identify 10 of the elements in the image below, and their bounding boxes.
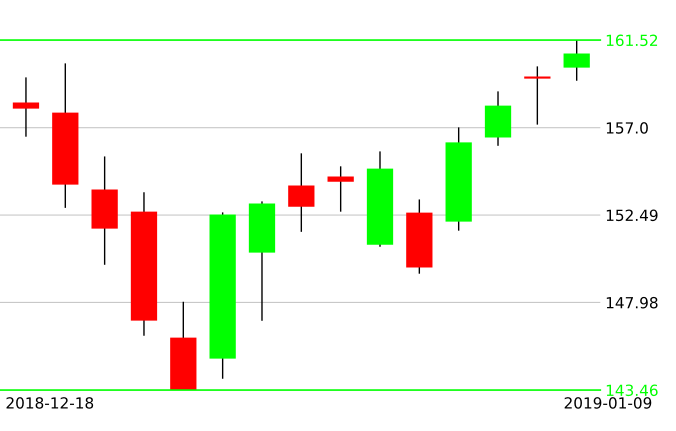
text: 2018-12-18 — [6, 397, 94, 409]
y-tick-label: 157.0 — [606, 122, 648, 134]
y-tick-label: 161.52 — [606, 34, 658, 46]
y-tick-label: 152.49 — [606, 210, 658, 222]
text: 2019-01-09 — [564, 397, 652, 409]
candlestick — [328, 166, 354, 212]
y-tick-label: 147.98 — [606, 296, 658, 308]
candlestick — [12, 77, 40, 137]
y-tick-label: 143.46 — [606, 384, 658, 396]
candlestick — [524, 66, 550, 125]
